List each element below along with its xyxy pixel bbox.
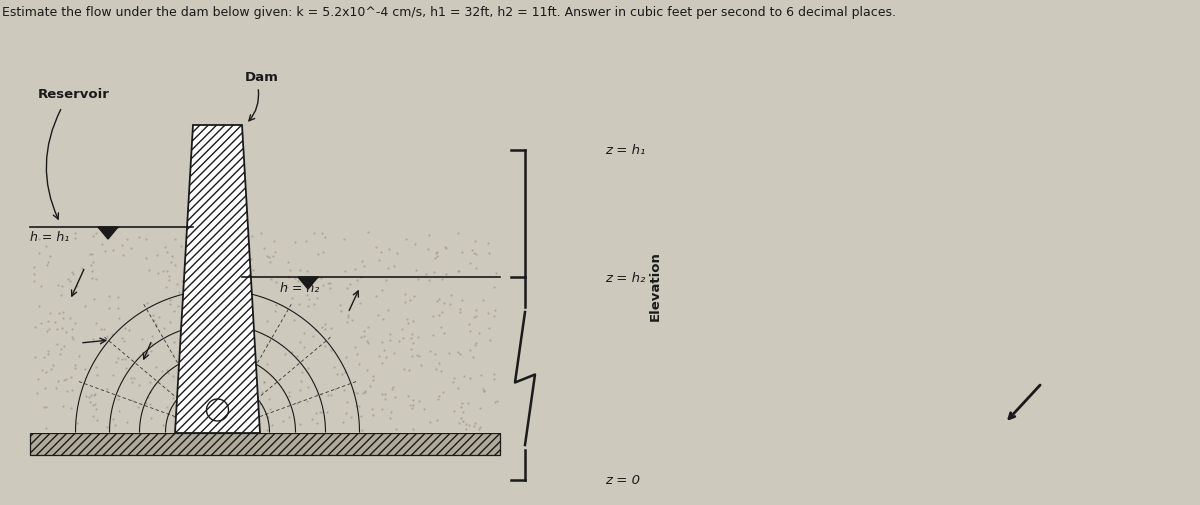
Polygon shape — [175, 126, 260, 433]
Text: Estimate the flow under the dam below given: k = 5.2x10^-4 cm/s, h1 = 32ft, h2 =: Estimate the flow under the dam below gi… — [2, 6, 896, 19]
Text: Reservoir: Reservoir — [38, 88, 110, 101]
Text: z = 0: z = 0 — [605, 474, 640, 486]
Text: Dam: Dam — [245, 71, 278, 84]
Text: z = h₁: z = h₁ — [605, 144, 646, 157]
Text: z = h₂: z = h₂ — [605, 271, 646, 284]
Polygon shape — [98, 228, 118, 239]
Text: h = h₂: h = h₂ — [280, 281, 319, 294]
Text: h = h₁: h = h₁ — [30, 231, 70, 244]
Polygon shape — [30, 433, 500, 455]
Text: Elevation: Elevation — [648, 250, 661, 320]
Polygon shape — [30, 228, 500, 433]
Polygon shape — [298, 277, 318, 289]
